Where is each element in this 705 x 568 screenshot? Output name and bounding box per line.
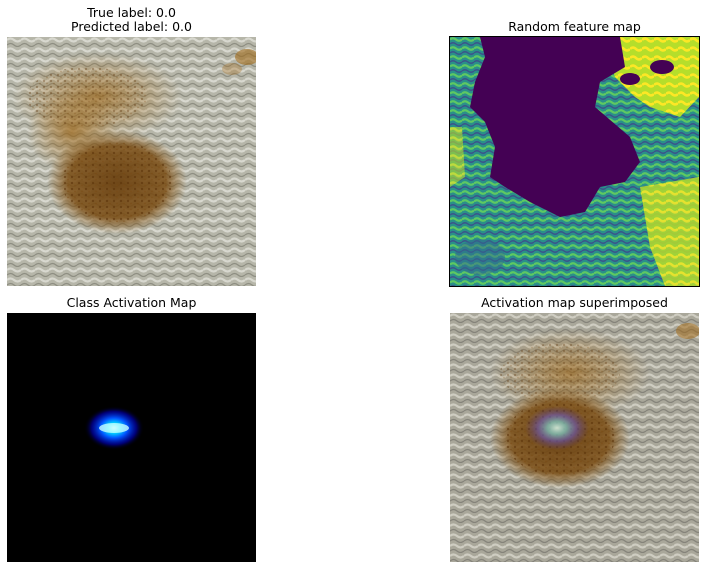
predicted-label-title: Predicted label: 0.0 <box>71 19 192 34</box>
cam-title: Class Activation Map <box>66 295 197 310</box>
original-image-panel: True label: 0.0 Predicted label: 0.0 <box>7 0 256 286</box>
true-label-title: True label: 0.0 <box>87 5 176 20</box>
feature-map-heatmap <box>449 36 700 287</box>
cam-heatmap <box>7 313 256 562</box>
original-image <box>7 37 256 286</box>
cam-panel: Class Activation Map <box>7 294 256 562</box>
feature-map-title: Random feature map <box>508 19 641 34</box>
superimposed-image <box>450 313 699 562</box>
superimposed-panel: Activation map superimposed <box>450 294 699 562</box>
superimposed-title: Activation map superimposed <box>481 295 668 310</box>
feature-map-panel: Random feature map <box>449 0 700 287</box>
